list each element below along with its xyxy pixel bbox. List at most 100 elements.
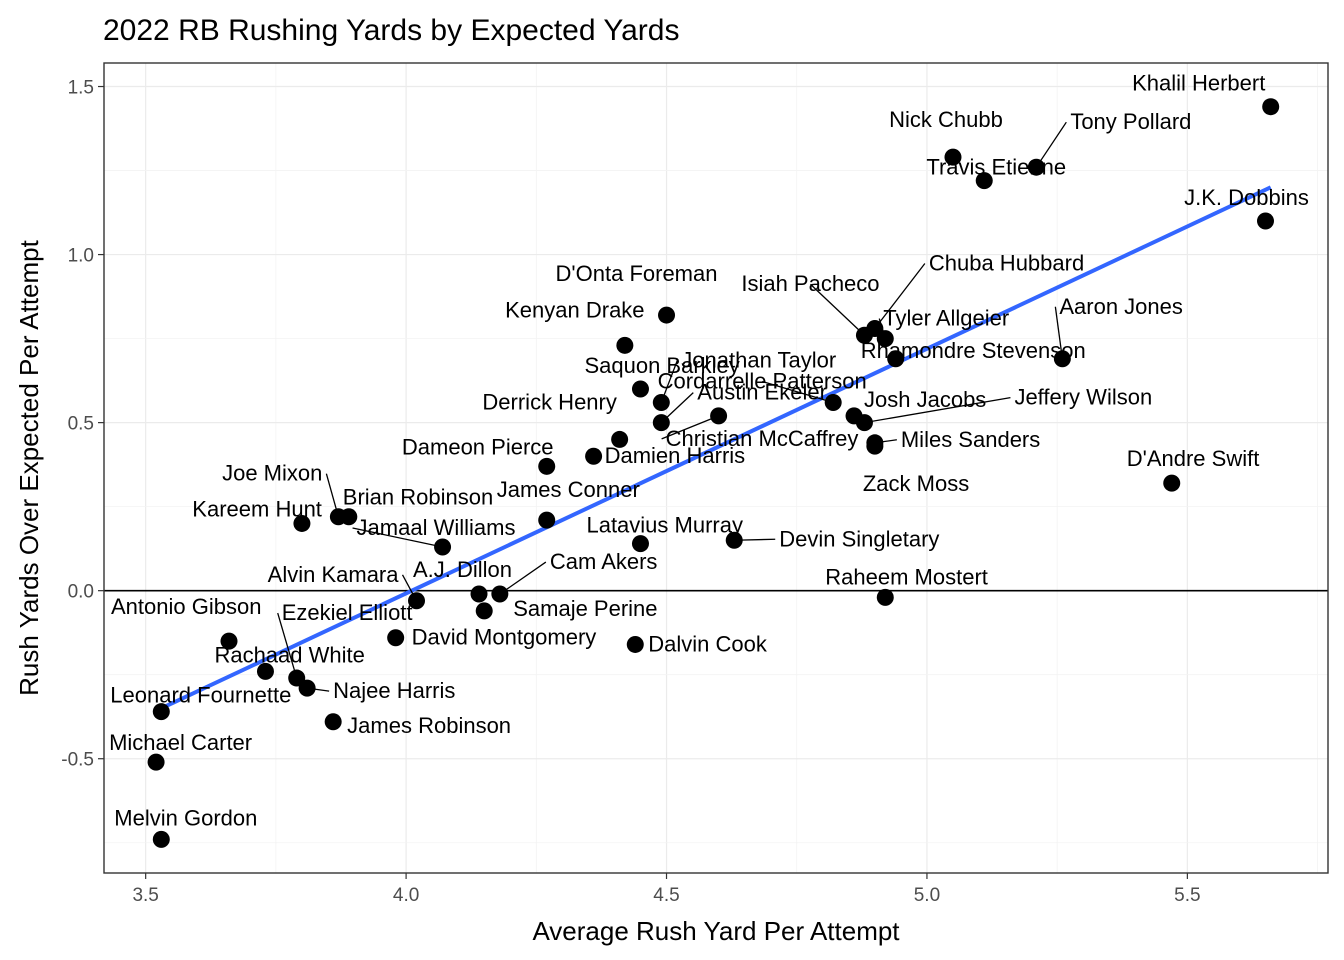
point-label: Dameon Pierce — [402, 434, 554, 459]
point-label: D'Onta Foreman — [556, 261, 718, 286]
point-label: Cam Akers — [550, 549, 658, 574]
data-point — [147, 753, 165, 771]
x-axis-ticks: 3.5 4.0 4.5 5.0 5.5 — [132, 873, 1201, 906]
data-point — [616, 336, 634, 354]
data-point — [298, 679, 316, 697]
y-tick-label: 1.5 — [68, 78, 94, 99]
data-point — [152, 830, 170, 848]
x-tick-label: 4.0 — [393, 885, 419, 906]
y-axis-title: Rush Yards Over Expected Per Attempt — [14, 239, 44, 695]
point-label: Damien Harris — [605, 443, 746, 468]
data-point — [387, 629, 405, 647]
label-leader-line — [762, 380, 834, 404]
point-label: Chuba Hubbard — [929, 251, 1084, 276]
point-label: Samaje Perine — [513, 596, 657, 621]
point-label: Khalil Herbert — [1132, 71, 1265, 96]
point-label: Jeffery Wilson — [1014, 385, 1152, 410]
label-leader-line — [277, 612, 298, 679]
x-tick-label: 3.5 — [132, 885, 158, 906]
y-tick-label: -0.5 — [61, 750, 94, 771]
data-point — [1163, 474, 1181, 492]
x-tick-label: 4.5 — [653, 885, 679, 906]
point-label: Raheem Mostert — [825, 564, 988, 589]
data-points — [147, 98, 1280, 848]
data-point — [658, 306, 676, 324]
point-label: Zack Moss — [863, 471, 969, 496]
data-point — [626, 635, 644, 653]
label-leader-line — [1035, 121, 1067, 168]
y-axis-ticks: -0.5 0.0 0.5 1.0 1.5 — [61, 78, 104, 771]
point-label: Jonathan Taylor — [681, 347, 836, 372]
point-label: Kenyan Drake — [505, 297, 644, 322]
data-point — [220, 632, 238, 650]
data-point — [1256, 212, 1274, 230]
point-label: James Robinson — [347, 713, 511, 738]
x-tick-label: 5.5 — [1174, 885, 1200, 906]
point-label: Derrick Henry — [482, 389, 616, 414]
data-point — [855, 414, 873, 432]
point-label: Nick Chubb — [889, 107, 1003, 132]
plot-panel-border — [103, 62, 1329, 874]
point-label: Alvin Kamara — [268, 562, 400, 587]
data-point — [538, 511, 556, 529]
point-labels: Khalil Herbert Nick Chubb Tony PollardTrav… — [109, 71, 1309, 831]
data-point — [256, 662, 274, 680]
point-label: Ezekiel Elliott — [282, 600, 413, 625]
data-point — [652, 414, 670, 432]
data-point — [434, 538, 452, 556]
point-label: Joe Mixon — [222, 461, 322, 486]
data-point — [1262, 98, 1280, 116]
chart-title: 2022 RB Rushing Yards by Expected Yards — [103, 14, 679, 47]
data-point — [631, 380, 649, 398]
data-point — [491, 585, 509, 603]
point-label: Brian Robinson — [343, 485, 493, 510]
x-axis-title: Average Rush Yard Per Attempt — [532, 916, 900, 946]
point-label: Cordarrelle Patterson — [658, 368, 867, 393]
data-point — [152, 703, 170, 721]
data-point — [408, 592, 426, 610]
y-tick-label: 0.0 — [68, 582, 94, 603]
point-label: Austin Ekeler — [697, 380, 827, 405]
data-point — [631, 535, 649, 553]
point-label: D'Andre Swift — [1127, 446, 1260, 471]
point-label: Travis Etienne — [926, 155, 1066, 180]
x-tick-label: 5.0 — [914, 885, 940, 906]
point-label: Miles Sanders — [901, 427, 1040, 452]
data-point — [585, 447, 603, 465]
point-label: Rhamondre Stevenson — [861, 338, 1086, 363]
y-tick-label: 1.0 — [68, 246, 94, 267]
data-point — [652, 393, 670, 411]
point-label: Aaron Jones — [1059, 294, 1183, 319]
point-label: Tyler Allgeier — [883, 306, 1009, 331]
point-label: Josh Jacobs — [864, 387, 986, 412]
data-point — [710, 407, 728, 425]
data-point — [824, 393, 842, 411]
data-point — [876, 330, 894, 348]
data-point — [470, 585, 488, 603]
label-leader-line — [499, 561, 547, 595]
point-label: J.K. Dobbins — [1184, 185, 1309, 210]
label-leader-line — [809, 283, 865, 336]
point-label: Dalvin Cook — [648, 631, 768, 656]
data-point — [538, 457, 556, 475]
data-point — [293, 514, 311, 532]
point-label: A.J. Dillon — [413, 557, 512, 582]
label-leader-line — [661, 415, 719, 440]
point-label: Antonio Gibson — [111, 594, 261, 619]
point-label: David Montgomery — [412, 625, 597, 650]
y-tick-label: 0.5 — [68, 414, 94, 435]
data-point — [611, 430, 629, 448]
point-label: James Conner — [497, 477, 640, 502]
point-label: Isiah Pacheco — [741, 271, 879, 296]
label-leader-line — [352, 527, 443, 548]
point-label: Rachaad White — [214, 642, 364, 667]
point-label: Leonard Fournette — [110, 683, 291, 708]
data-point — [340, 508, 358, 526]
data-point — [887, 350, 905, 368]
point-label: Michael Carter — [109, 730, 252, 755]
trend-line — [160, 185, 1272, 711]
data-point — [1027, 158, 1045, 176]
point-label: Najee Harris — [333, 678, 455, 703]
data-point — [475, 602, 493, 620]
